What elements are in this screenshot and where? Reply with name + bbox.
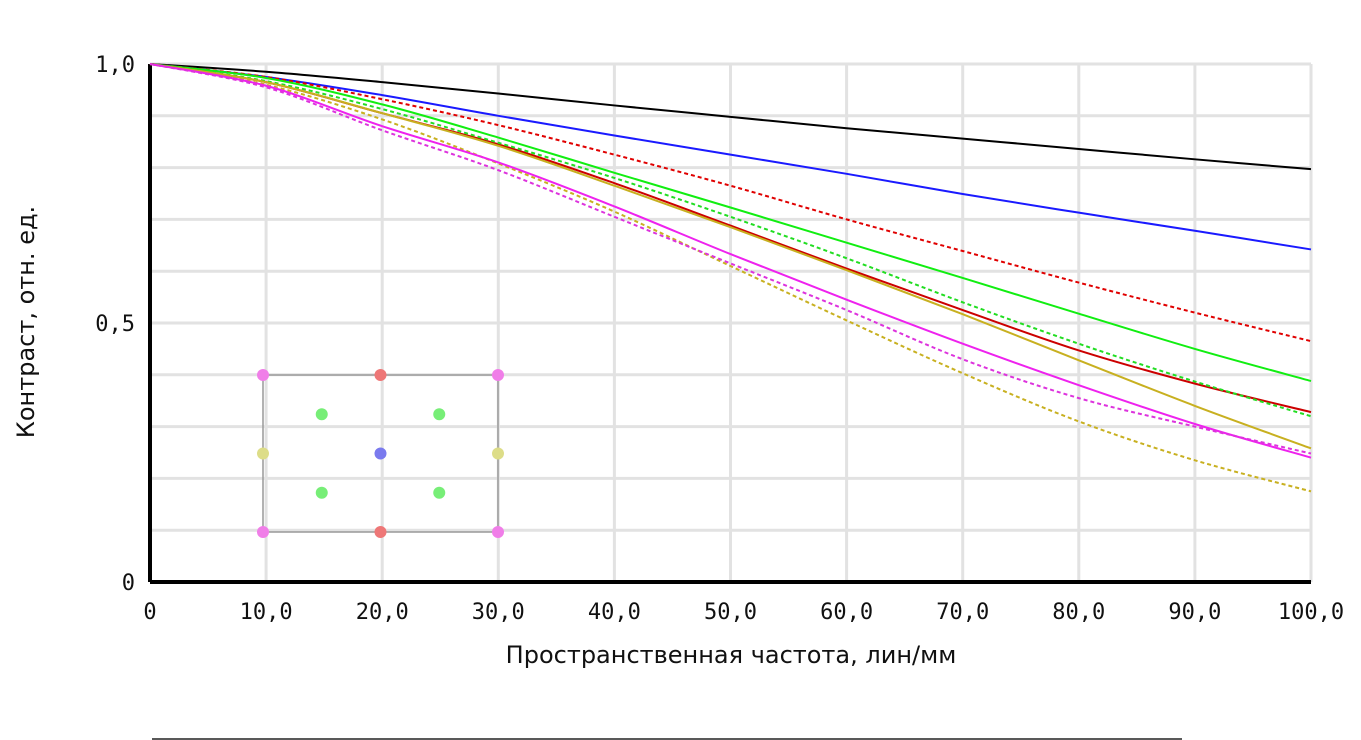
tick-labels: 0 10,0 20,0 30,0 40,0 50,0 60,0 70,0 80,0 90,0 100…: [95, 53, 1344, 625]
x-axis-title: Пространственная частота, лин/мм: [506, 641, 957, 669]
field-point-marker: [433, 408, 446, 421]
axes: [148, 64, 1311, 584]
field-point-marker: [315, 486, 328, 499]
x-tick-label: 20,0: [356, 600, 409, 625]
series-group: [149, 63, 1312, 493]
series-line-6: [149, 63, 1312, 418]
field-point-marker: [374, 369, 387, 381]
x-tick-label: 0: [143, 600, 156, 625]
x-tick-label: 50,0: [704, 600, 757, 625]
x-tick-label: 100,0: [1278, 600, 1344, 625]
x-tick-label: 60,0: [820, 600, 873, 625]
series-line-8: [149, 63, 1312, 493]
field-point-marker: [492, 369, 504, 381]
grid: [148, 62, 1313, 584]
field-point-marker: [492, 447, 504, 460]
field-point-marker: [315, 408, 328, 421]
series-line-3: [149, 63, 1312, 343]
series-line-4: [149, 63, 1312, 382]
x-tick-label: 40,0: [588, 600, 641, 625]
field-point-marker: [433, 486, 446, 499]
field-point-marker: [257, 447, 269, 460]
field-point-marker: [374, 526, 387, 538]
x-tick-label: 90,0: [1168, 600, 1221, 625]
y-tick-label: 0,5: [95, 312, 135, 337]
series-line-7: [149, 63, 1312, 450]
field-point-marker: [492, 526, 504, 538]
x-tick-label: 30,0: [472, 600, 525, 625]
field-point-marker: [374, 447, 387, 460]
field-point-marker: [257, 369, 269, 381]
field-point-marker: [257, 526, 269, 538]
x-tick-label: 80,0: [1052, 600, 1105, 625]
y-tick-label: 0: [122, 571, 135, 596]
field-points-inset: [257, 369, 504, 538]
y-tick-label: 1,0: [95, 53, 135, 78]
series-line-1: [149, 63, 1312, 171]
series-line-2: [149, 63, 1312, 251]
series-line-9: [149, 63, 1312, 459]
x-tick-label: 10,0: [240, 600, 293, 625]
x-tick-label: 70,0: [936, 600, 989, 625]
y-axis-title: Контраст, отн. ед.: [12, 206, 40, 438]
